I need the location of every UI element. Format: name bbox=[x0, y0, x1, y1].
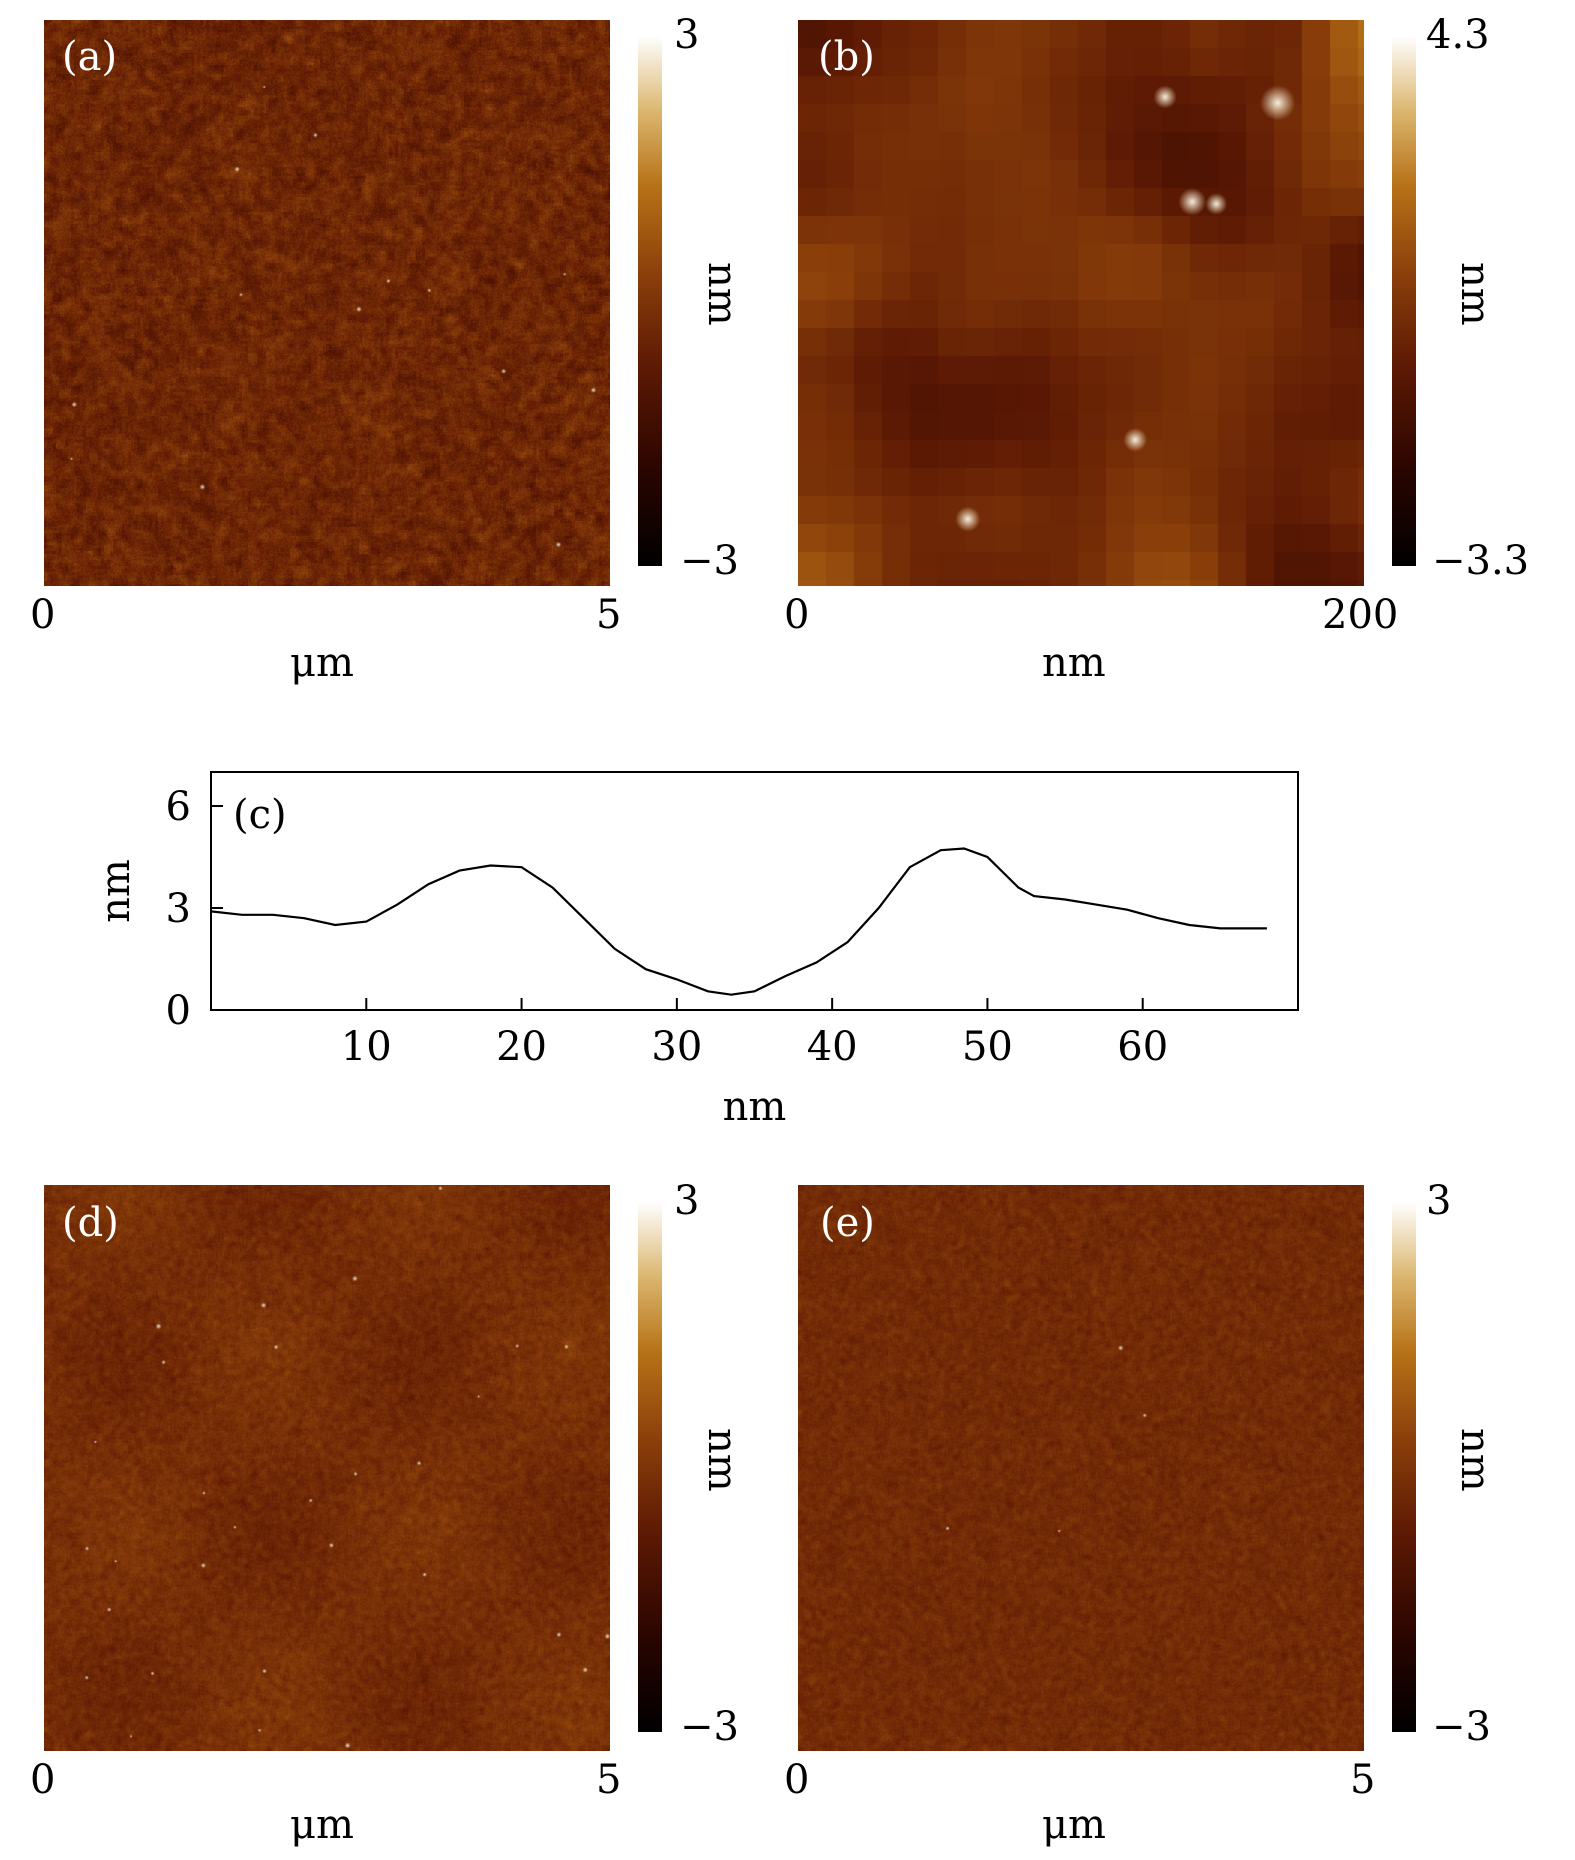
colorbar-max-e: 3 bbox=[1426, 1178, 1452, 1224]
x-tick-label-c-0: 10 bbox=[341, 1024, 392, 1070]
colorbar-a bbox=[638, 36, 662, 566]
x-tick-max-d: 5 bbox=[596, 1757, 622, 1803]
x-tick-label-c-5: 60 bbox=[1117, 1024, 1168, 1070]
colorbar-d bbox=[638, 1202, 662, 1732]
x-axis-label-c: nm bbox=[723, 1084, 787, 1130]
panel-label-e: (e) bbox=[820, 1200, 875, 1246]
colorbar-b bbox=[1392, 36, 1416, 566]
profile-line-c bbox=[210, 847, 1267, 996]
colorbar-min-e: −3 bbox=[1432, 1704, 1491, 1750]
plot-frame-c bbox=[210, 771, 1299, 1011]
y-tick-label-c-2: 6 bbox=[166, 784, 191, 830]
panel-label-d: (d) bbox=[62, 1200, 119, 1246]
y-tick-label-c-1: 3 bbox=[166, 886, 191, 932]
x-tick-min-a: 0 bbox=[30, 592, 56, 638]
x-tick-min-d: 0 bbox=[30, 1757, 56, 1803]
x-tick-label-c-1: 20 bbox=[496, 1024, 547, 1070]
colorbar-max-a: 3 bbox=[674, 12, 700, 58]
afm-image-d bbox=[44, 1185, 610, 1751]
x-axis-label-b: nm bbox=[1042, 640, 1106, 686]
x-tick-max-e: 5 bbox=[1350, 1757, 1376, 1803]
x-tick-label-c-3: 40 bbox=[807, 1024, 858, 1070]
x-axis-label-e: μm bbox=[1042, 1802, 1106, 1848]
x-tick-label-c-2: 30 bbox=[651, 1024, 702, 1070]
panel-label-c: (c) bbox=[233, 792, 287, 838]
y-axis-label-c: nm bbox=[93, 859, 139, 923]
colorbar-min-b: −3.3 bbox=[1432, 538, 1530, 584]
colorbar-unit-e: nm bbox=[1452, 1428, 1498, 1492]
x-tick-max-b: 200 bbox=[1322, 592, 1399, 638]
x-tick-label-c-4: 50 bbox=[962, 1024, 1013, 1070]
tick-group-c: 10 20 30 40 50 60 0 3 6 bbox=[166, 784, 1169, 1070]
colorbar-max-d: 3 bbox=[674, 1178, 700, 1224]
panel-label-b: (b) bbox=[818, 34, 875, 80]
afm-image-e bbox=[798, 1185, 1364, 1751]
y-tick-label-c-0: 0 bbox=[166, 988, 191, 1034]
colorbar-max-b: 4.3 bbox=[1426, 12, 1490, 58]
afm-image-b bbox=[798, 20, 1364, 586]
x-tick-max-a: 5 bbox=[596, 592, 622, 638]
colorbar-min-a: −3 bbox=[680, 538, 739, 584]
x-tick-min-b: 0 bbox=[784, 592, 810, 638]
panel-label-a: (a) bbox=[62, 34, 118, 80]
colorbar-e bbox=[1392, 1202, 1416, 1732]
afm-image-a bbox=[44, 20, 610, 586]
x-axis-label-d: μm bbox=[290, 1802, 354, 1848]
colorbar-min-d: −3 bbox=[680, 1704, 739, 1750]
x-axis-label-a: μm bbox=[290, 640, 354, 686]
x-tick-min-e: 0 bbox=[784, 1757, 810, 1803]
colorbar-unit-d: nm bbox=[699, 1428, 745, 1492]
